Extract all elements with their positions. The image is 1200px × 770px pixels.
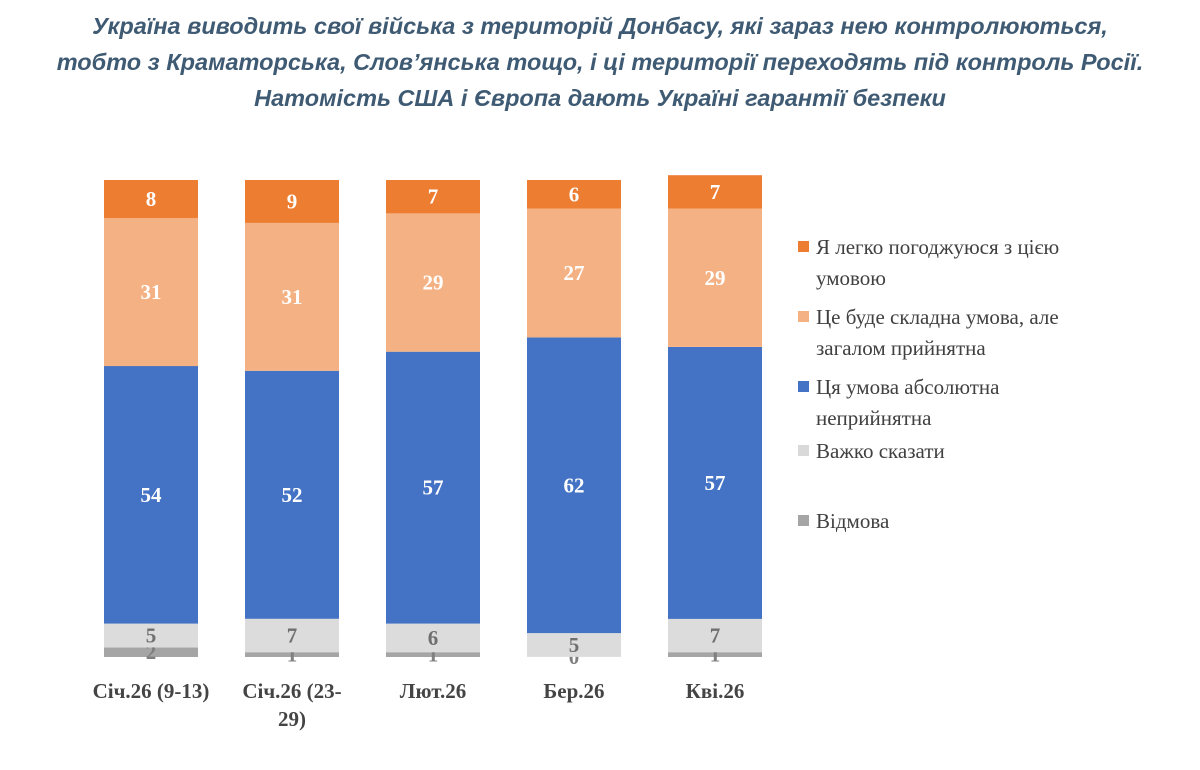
- bar-segment: [386, 180, 480, 214]
- legend-swatch: [798, 381, 809, 392]
- data-label: 5: [146, 624, 157, 648]
- category-label: Бер.26: [543, 679, 604, 703]
- legend-label: загалом прийнятна: [816, 336, 986, 360]
- data-label: 27: [564, 261, 585, 285]
- data-label: 1: [710, 643, 721, 667]
- category-label: Січ.26 (9-13): [93, 679, 210, 703]
- bar-segment: [668, 208, 762, 347]
- data-label: 52: [282, 483, 303, 507]
- bar-segment: [386, 652, 480, 657]
- bar-segment: [386, 213, 480, 352]
- bar-segment: [104, 623, 198, 648]
- data-label: 2: [146, 640, 157, 664]
- data-label: 62: [564, 473, 585, 497]
- data-label: 9: [287, 190, 298, 214]
- legend-label: Я легко погоджуюся з цією: [816, 235, 1060, 259]
- bar-segment: [245, 222, 339, 371]
- bar-segment: [104, 647, 198, 657]
- bar-segment: [386, 623, 480, 653]
- bar-segment: [527, 180, 621, 209]
- legend-swatch: [798, 445, 809, 456]
- data-label: 7: [428, 185, 439, 209]
- category-label: 29): [278, 707, 306, 731]
- category-label: Лют.26: [400, 679, 466, 703]
- data-label: 54: [141, 483, 163, 507]
- legend-label: умовою: [816, 266, 886, 290]
- data-label: 0: [569, 645, 580, 669]
- bar-segment: [104, 218, 198, 367]
- bar-segment: [245, 652, 339, 657]
- data-label: 31: [282, 285, 303, 309]
- data-label: 7: [287, 624, 298, 648]
- legend-label: неприйнятна: [816, 406, 932, 430]
- bar-segment: [527, 337, 621, 634]
- legend-item: Я легко погоджуюся з цією умовою: [798, 232, 1138, 294]
- bar-segment: [668, 175, 762, 209]
- legend-swatch: [798, 241, 809, 252]
- bar-segment: [245, 618, 339, 653]
- data-label: 57: [705, 471, 726, 495]
- chart-title-line-3: Натомість США і Європа дають Україні гар…: [254, 85, 946, 111]
- data-label: 31: [141, 280, 162, 304]
- category-label: Січ.26 (23-: [242, 679, 341, 703]
- legend-item: Ця умова абсолютна неприйнятна: [798, 372, 1138, 434]
- legend-swatch: [798, 311, 809, 322]
- bar-segment: [245, 370, 339, 619]
- data-label: 7: [710, 180, 721, 204]
- legend-label: Відмова: [816, 509, 890, 533]
- bar-segment: [527, 208, 621, 338]
- legend-item: Важко сказати: [798, 436, 1138, 467]
- bar-segment: [668, 347, 762, 619]
- data-label: 29: [705, 266, 726, 290]
- chart-title: Україна виводить свої війська з територі…: [0, 8, 1200, 116]
- bar-segment: [527, 633, 621, 657]
- legend-item: Це буде складна умова, але загалом прийня…: [798, 302, 1138, 364]
- bar-segment: [668, 652, 762, 657]
- bar-segment: [104, 366, 198, 624]
- legend-label: Ця умова абсолютна: [816, 375, 1000, 399]
- data-label: 1: [287, 643, 298, 667]
- chart-title-line-2: тобто з Краматорська, Слов’янська тощо, …: [56, 49, 1144, 75]
- bar-segment: [386, 351, 480, 624]
- data-label: 8: [146, 187, 157, 211]
- bar-segment: [668, 618, 762, 653]
- chart-title-line-1: Україна виводить свої війська з територі…: [92, 13, 1108, 39]
- data-label: 57: [423, 476, 444, 500]
- bar-segment: [245, 180, 339, 223]
- data-label: 29: [423, 271, 444, 295]
- data-label: 7: [710, 624, 721, 648]
- legend-item: Відмова: [798, 506, 1138, 537]
- legend-swatch: [798, 515, 809, 526]
- data-label: 1: [428, 643, 439, 667]
- data-label: 6: [569, 182, 580, 206]
- category-label: Кві.26: [686, 679, 745, 703]
- data-label: 5: [569, 633, 580, 657]
- data-label: 6: [428, 626, 439, 650]
- legend-label: Важко сказати: [816, 439, 945, 463]
- legend-label: Це буде складна умова, але: [816, 305, 1059, 329]
- bar-segment: [104, 180, 198, 219]
